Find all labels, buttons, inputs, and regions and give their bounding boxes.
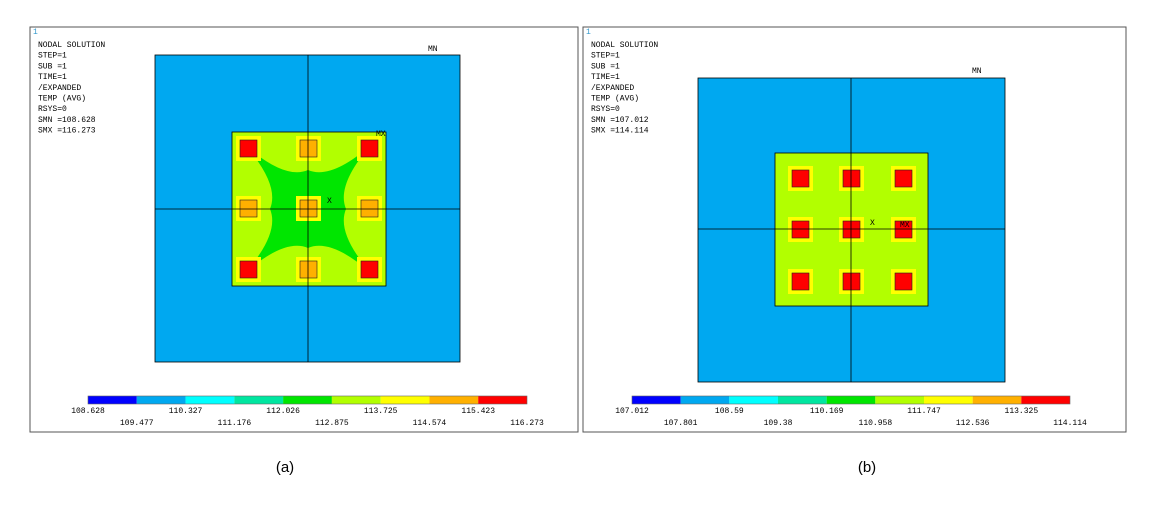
legend-swatch <box>478 396 527 404</box>
legend-swatch <box>185 396 235 404</box>
legend-label: 115.423 <box>461 407 495 416</box>
legend-label: 107.012 <box>615 407 649 416</box>
heat-source <box>894 220 913 239</box>
heat-source <box>299 260 318 279</box>
legend-label: 109.477 <box>120 419 154 428</box>
legend-label: 108.59 <box>715 407 744 416</box>
legend-label: 113.725 <box>364 407 398 416</box>
heat-source <box>842 220 861 239</box>
header-line: SMX =116.273 <box>38 127 96 136</box>
header-line: TIME=1 <box>38 73 67 82</box>
legend-swatch <box>632 396 681 404</box>
axis-label: X <box>870 219 875 228</box>
heat-source <box>791 169 810 188</box>
header-line: TIME=1 <box>591 73 620 82</box>
legend-label: 110.958 <box>859 419 893 428</box>
legend-label: 114.574 <box>413 419 447 428</box>
header-line: SUB =1 <box>591 62 620 71</box>
heat-source <box>791 272 810 291</box>
legend-swatch <box>283 396 332 404</box>
caption: (a) <box>276 459 294 476</box>
legend-swatch <box>924 396 973 404</box>
heat-source <box>894 272 913 291</box>
legend-label: 110.327 <box>169 407 203 416</box>
legend-swatch <box>234 396 284 404</box>
heat-source <box>299 199 318 218</box>
legend-swatch <box>1021 396 1070 404</box>
heat-source <box>239 139 258 158</box>
heat-source <box>842 272 861 291</box>
header-line: TEMP (AVG) <box>591 95 639 104</box>
heat-source <box>360 139 379 158</box>
legend-swatch <box>680 396 730 404</box>
legend-swatch <box>380 396 430 404</box>
header-line: SMN =108.628 <box>38 116 96 125</box>
heat-source <box>791 220 810 239</box>
legend-label: 112.536 <box>956 419 990 428</box>
legend-swatch <box>729 396 778 404</box>
header-line: /EXPANDED <box>591 84 634 93</box>
corner-number: 1 <box>33 28 38 37</box>
caption: (b) <box>858 459 876 476</box>
header-line: NODAL SOLUTION <box>38 41 105 50</box>
legend-swatch <box>136 396 186 404</box>
max-label: MX <box>900 221 910 230</box>
legend-swatch <box>972 396 1022 404</box>
axis-label: X <box>327 197 332 206</box>
header-line: RSYS=0 <box>38 105 67 114</box>
heat-source <box>299 139 318 158</box>
legend-swatch <box>875 396 924 404</box>
legend-swatch <box>778 396 827 404</box>
header-line: STEP=1 <box>591 52 620 61</box>
legend-swatch <box>826 396 876 404</box>
heat-source <box>360 199 379 218</box>
legend-frame <box>631 395 1071 405</box>
legend-label: 111.176 <box>218 419 252 428</box>
legend-label: 110.169 <box>810 407 844 416</box>
legend-swatch <box>429 396 479 404</box>
heat-source <box>360 260 379 279</box>
heat-source <box>894 169 913 188</box>
corner-number: 1 <box>586 28 591 37</box>
legend-label: 114.114 <box>1053 419 1087 428</box>
legend-label: 112.875 <box>315 419 349 428</box>
legend-label: 113.325 <box>1005 407 1039 416</box>
legend-frame <box>87 395 528 405</box>
header-line: SMX =114.114 <box>591 127 649 136</box>
heat-source <box>239 199 258 218</box>
min-label: MN <box>428 45 438 54</box>
header-line: NODAL SOLUTION <box>591 41 658 50</box>
legend-label: 109.38 <box>764 419 793 428</box>
heat-source <box>842 169 861 188</box>
legend-label: 108.628 <box>71 407 105 416</box>
legend-label: 116.273 <box>510 419 544 428</box>
min-label: MN <box>972 67 982 76</box>
heat-source <box>239 260 258 279</box>
legend-label: 112.026 <box>266 407 300 416</box>
header-line: RSYS=0 <box>591 105 620 114</box>
legend-swatch <box>331 396 381 404</box>
header-line: TEMP (AVG) <box>38 95 86 104</box>
header-line: SMN =107.012 <box>591 116 649 125</box>
header-line: STEP=1 <box>38 52 67 61</box>
header-line: SUB =1 <box>38 62 67 71</box>
legend-label: 111.747 <box>907 407 941 416</box>
header-line: /EXPANDED <box>38 84 81 93</box>
legend-label: 107.801 <box>664 419 698 428</box>
max-label: MX <box>376 130 386 139</box>
legend-swatch <box>88 396 137 404</box>
